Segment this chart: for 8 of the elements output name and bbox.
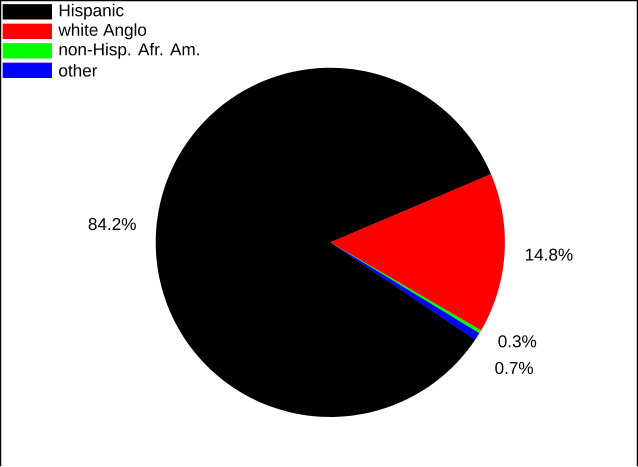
data-label: 14.8% (526, 248, 573, 261)
legend-label: Hispanic (60, 4, 124, 20)
legend-label: white Anglo (58, 23, 146, 40)
legend-label: other (59, 64, 98, 77)
data-label: 84.2% (88, 218, 136, 230)
data-label: 0.7% (495, 362, 533, 374)
data-label: 0.3% (498, 335, 536, 348)
legend-label: non-Hisp. Afr. Am. (60, 42, 199, 59)
